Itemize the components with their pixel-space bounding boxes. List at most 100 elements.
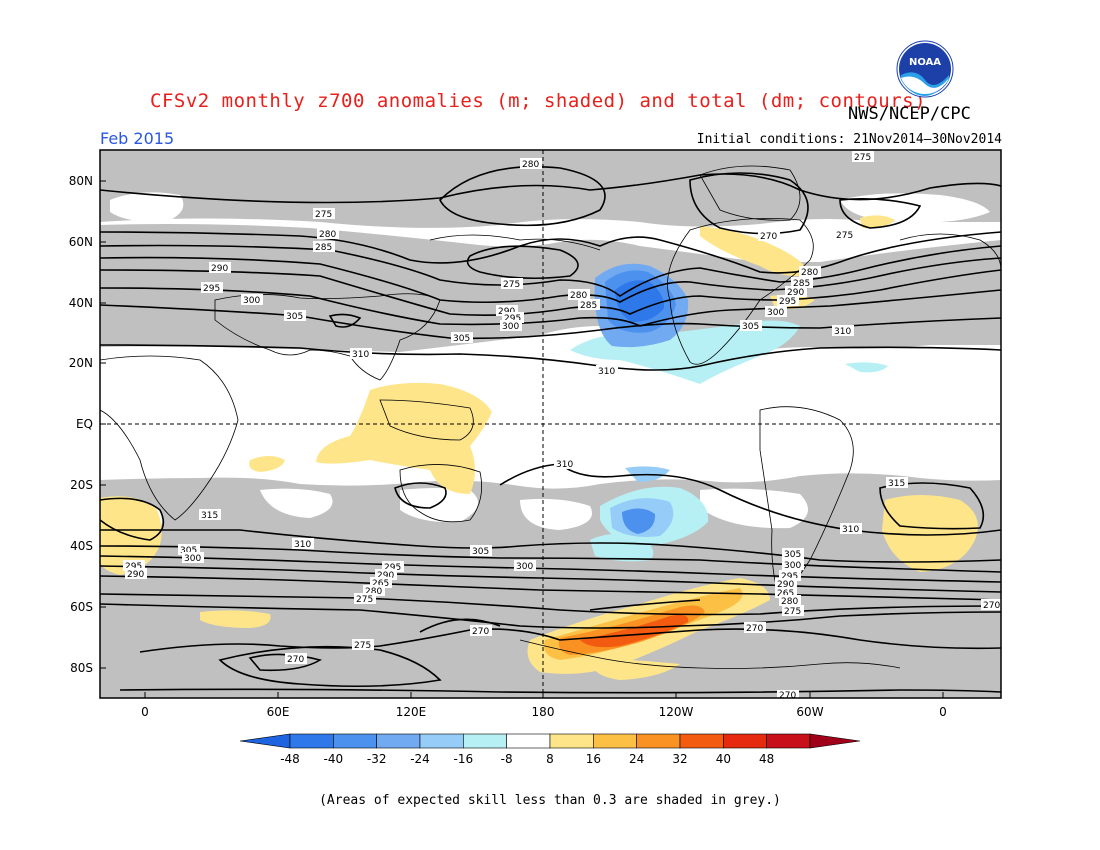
axis-ticks — [100, 180, 944, 698]
colorbar-tick-label: -40 — [324, 752, 344, 766]
contour-label: 280 — [365, 587, 382, 597]
noaa-logo: NOAA — [896, 40, 954, 98]
colorbar-tick-label: 40 — [716, 752, 731, 766]
colorbar-max-arrow — [809, 733, 861, 749]
contour-label: 290 — [211, 264, 228, 274]
contour-label: 295 — [203, 284, 220, 294]
lat-label: 20N — [69, 356, 93, 370]
contour-label: 280 — [801, 268, 818, 278]
lat-label: EQ — [76, 417, 93, 431]
contour-label: 285 — [580, 301, 597, 311]
contour-label: 305 — [180, 546, 197, 556]
contour-label: 270 — [472, 627, 489, 637]
lon-label: 0 — [141, 705, 149, 719]
contour-label: 315 — [201, 511, 218, 521]
colorbar-tick-label: -48 — [280, 752, 300, 766]
contour-label: 270 — [983, 601, 1000, 611]
contour-label: 270 — [287, 655, 304, 665]
contour-label: 275 — [784, 607, 801, 617]
colorbar-tick-label: 32 — [672, 752, 687, 766]
colorbar-tick-label: 24 — [629, 752, 644, 766]
contour-label: 305 — [784, 550, 801, 560]
contour-label: 295 — [779, 297, 796, 307]
colorbar-swatch — [549, 733, 594, 749]
colorbar-swatch — [766, 733, 811, 749]
skill-areas — [100, 192, 990, 540]
chart-title: CFSv2 monthly z700 anomalies (m; shaded)… — [150, 90, 927, 112]
colorbar-tick-label: 48 — [759, 752, 774, 766]
contour-label: 275 — [503, 280, 520, 290]
colorbar-swatch — [333, 733, 377, 749]
colorbar-swatch — [723, 733, 767, 749]
lat-label: 40N — [69, 296, 93, 310]
contour-label: 300 — [516, 562, 533, 572]
lon-label: 60W — [796, 705, 823, 719]
contour-label: 275 — [854, 153, 871, 163]
contour-label: 310 — [842, 525, 859, 535]
lon-label: 60E — [267, 705, 290, 719]
contour-label: 300 — [502, 322, 519, 332]
contour-label: 265 — [777, 589, 794, 599]
organization-label: NWS/NCEP/CPC — [848, 104, 971, 124]
contour-label: 300 — [784, 561, 801, 571]
colorbar-tick-label: -24 — [410, 752, 430, 766]
contour-label: 270 — [779, 691, 796, 701]
colorbar-tick-label: -32 — [367, 752, 387, 766]
contour-label: 310 — [352, 350, 369, 360]
lat-label: 80S — [70, 661, 93, 675]
svg-text:NOAA: NOAA — [909, 57, 941, 68]
contour-labels: 280 275 275 280 285 290 295 300 305 310 … — [123, 151, 1003, 701]
contour-label: 280 — [522, 160, 539, 170]
lat-label: 20S — [70, 478, 93, 492]
lon-label: 0 — [939, 705, 947, 719]
contour-label: 275 — [356, 595, 373, 605]
contour-label: 310 — [556, 460, 573, 470]
colorbar-swatch — [636, 733, 681, 749]
contour-label: 275 — [315, 210, 332, 220]
contour-label: 295 — [781, 572, 798, 582]
colorbar-min-arrow — [239, 733, 291, 749]
lon-label: 120W — [659, 705, 694, 719]
colorbar — [239, 733, 861, 749]
colorbar-tick-label: 16 — [586, 752, 601, 766]
colorbar-swatch — [463, 733, 507, 749]
contour-label: 280 — [570, 291, 587, 301]
longitude-labels: 0 60E 120E 180 120W 60W 0 — [141, 705, 947, 719]
contour-label: 300 — [243, 296, 260, 306]
colorbar-swatch — [376, 733, 421, 749]
contour-label: 275 — [354, 641, 371, 651]
contour-label: 265 — [372, 579, 389, 589]
colorbar-tick-label: -16 — [454, 752, 474, 766]
contour-label: 285 — [315, 243, 332, 253]
colorbar-tick-label: -8 — [501, 752, 513, 766]
positive-anomalies — [100, 215, 978, 680]
contour-label: 295 — [504, 314, 521, 324]
contour-label: 290 — [787, 288, 804, 298]
contour-label: 270 — [760, 232, 777, 242]
contour-label: 270 — [746, 624, 763, 634]
latitude-labels: 80N 60N 40N 20N EQ 20S 40S 60S 80S — [69, 174, 93, 675]
contour-label: 285 — [793, 279, 810, 289]
contour-label: 315 — [888, 479, 905, 489]
colorbar-swatch — [679, 733, 724, 749]
lon-label: 180 — [532, 705, 555, 719]
contour-label: 280 — [781, 597, 798, 607]
contour-label: 305 — [742, 322, 759, 332]
contour-label: 300 — [184, 554, 201, 564]
contour-label: 310 — [598, 367, 615, 377]
contour-label: 305 — [453, 334, 470, 344]
colorbar-ticks: -48 -40 -32 -24 -16 -8 8 16 24 32 40 48 — [280, 752, 774, 766]
lat-label: 60S — [70, 600, 93, 614]
colorbar-swatch — [506, 733, 551, 749]
initial-conditions: Initial conditions: 21Nov2014–30Nov2014 — [696, 132, 1002, 147]
grid-lines — [100, 150, 1001, 698]
contour-label: 300 — [767, 308, 784, 318]
contour-label: 305 — [286, 312, 303, 322]
contour-label: 290 — [377, 571, 394, 581]
contour-label: 295 — [384, 563, 401, 573]
contour-label: 290 — [777, 580, 794, 590]
lat-label: 40S — [70, 539, 93, 553]
contour-label: 310 — [294, 540, 311, 550]
forecast-period: Feb 2015 — [100, 129, 175, 148]
